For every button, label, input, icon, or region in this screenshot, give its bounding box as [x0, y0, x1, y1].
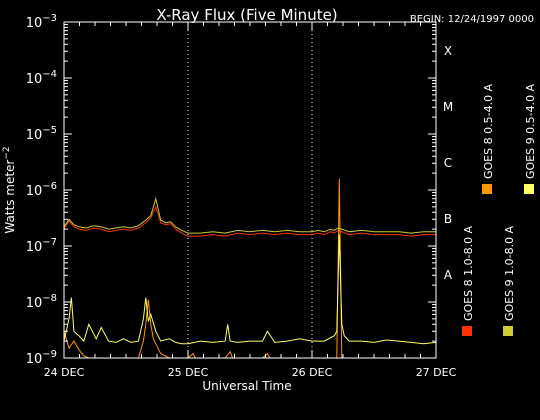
y-tick-label: 10−5 [26, 125, 57, 143]
flare-class-labels: A B C M X [443, 44, 453, 282]
vertical-grid [187, 22, 313, 358]
legend-label-3: GOES 9 1.0-8.0 A [503, 225, 516, 321]
legend-label-1: GOES 8 1.0-8.0 A [462, 225, 475, 321]
legend-swatch-3 [503, 326, 513, 336]
flare-class-c: C [444, 156, 452, 170]
data-series [64, 178, 436, 358]
axes: 24 DEC 25 DEC 26 DEC 27 DEC 10−9 10−8 10−7 10−6… [26, 13, 457, 379]
begin-date-label: BEGIN: 12/24/1997 0000 [410, 14, 534, 25]
series-line-goes-8-0-5-4-0-a [64, 178, 436, 358]
series-line-goes-9-0-5-4-0-a [64, 234, 436, 345]
x-tick-label: 25 DEC [168, 366, 209, 379]
y-tick-label: 10−6 [26, 181, 57, 199]
series-line-goes-9-1-0-8-0-a [64, 196, 436, 234]
flare-class-a: A [444, 268, 453, 282]
series-line-goes-8-1-0-8-0-a [64, 205, 436, 237]
x-tick-label: 26 DEC [292, 366, 333, 379]
legend-swatch-2 [482, 184, 492, 194]
y-tick-label: 10−3 [26, 13, 57, 31]
x-tick-label: 27 DEC [416, 366, 457, 379]
flare-class-x: X [444, 44, 452, 58]
y-tick-label: 10−7 [26, 237, 57, 255]
flare-class-m: M [443, 100, 453, 114]
legend-label-2: GOES 8 0.5-4.0 A [482, 83, 495, 179]
legend-swatch-1 [462, 326, 472, 336]
legend-swatch-4 [524, 184, 534, 194]
x-axis-label: Universal Time [202, 379, 291, 393]
y-tick-label: 10−8 [26, 293, 57, 311]
legend: GOES 8 1.0-8.0 A GOES 8 0.5-4.0 A GOES 9 1… [462, 83, 537, 336]
y-tick-label: 10−4 [26, 69, 57, 87]
legend-label-4: GOES 9 0.5-4.0 A [524, 83, 537, 179]
y-axis-label: Watts meter−2 [2, 146, 17, 233]
flare-class-b: B [444, 212, 452, 226]
x-tick-label: 24 DEC [44, 366, 85, 379]
y-tick-label: 10−9 [26, 349, 57, 367]
chart-title: X-Ray Flux (Five Minute) [156, 6, 337, 24]
